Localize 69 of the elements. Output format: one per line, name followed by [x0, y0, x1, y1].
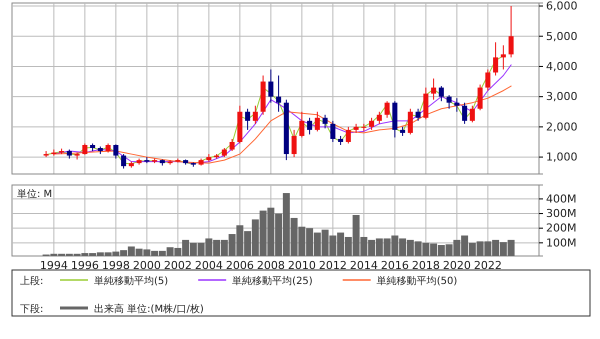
- candlestick: [268, 68, 274, 104]
- x-tick-label: 1996: [70, 258, 99, 272]
- candlestick: [322, 114, 328, 129]
- y-tick-label: 4,000: [546, 60, 578, 73]
- candlestick: [470, 105, 475, 123]
- candlestick: [307, 117, 312, 135]
- x-tick-label: 2004: [194, 258, 223, 272]
- candlestick: [299, 111, 304, 138]
- y-tick-label: 6,000: [546, 0, 578, 13]
- candlestick: [314, 111, 320, 132]
- candlestick: [338, 135, 344, 146]
- candlestick: [346, 126, 351, 144]
- candlestick: [276, 75, 282, 112]
- candlestick: [376, 111, 382, 124]
- candlestick: [485, 68, 490, 92]
- candlestick: [416, 108, 421, 122]
- candlestick: [66, 149, 72, 160]
- legend-title: 下段:: [20, 303, 44, 315]
- legend-label: 単純移動平均(50): [376, 275, 458, 287]
- candlestick: [454, 98, 460, 112]
- x-tick-label: 2014: [350, 258, 378, 272]
- x-tick-label: 1994: [40, 258, 68, 272]
- candlestick: [478, 84, 483, 111]
- candlestick: [121, 154, 126, 170]
- candlestick: [354, 123, 359, 134]
- x-tick-label: 2006: [226, 258, 254, 272]
- y-tick-label: 400M: [546, 192, 576, 206]
- candlestick: [446, 94, 452, 110]
- candlestick: [462, 102, 468, 124]
- y-tick-label: 3,000: [546, 90, 578, 104]
- candlestick: [369, 117, 374, 130]
- candlestick: [292, 129, 297, 158]
- annotation: 単位: M: [17, 188, 52, 200]
- y-tick-label: 100M: [546, 236, 576, 250]
- candlestick: [438, 86, 444, 102]
- x-tick-label: 1998: [102, 258, 130, 272]
- candlestick: [493, 42, 498, 76]
- x-tick-label: 2016: [380, 258, 409, 272]
- candlestick: [113, 144, 118, 160]
- candlestick: [431, 78, 436, 100]
- legend-label: 単純移動平均(5): [94, 275, 168, 287]
- x-tick-label: 2018: [412, 258, 440, 272]
- candlestick: [508, 6, 514, 58]
- candlestick: [400, 126, 406, 136]
- y-tick-label: 5,000: [546, 30, 578, 43]
- x-tick-label: 2002: [164, 258, 192, 272]
- candlestick: [330, 120, 336, 142]
- legend-label: 出来高 単位:(M株/口/枚): [94, 303, 204, 315]
- candlestick: [230, 138, 235, 152]
- candlestick: [500, 44, 506, 70]
- candlestick: [252, 105, 258, 124]
- legend-title: 上段:: [20, 275, 44, 287]
- candlestick: [222, 148, 227, 158]
- x-tick-label: 2012: [318, 258, 347, 272]
- candlestick: [245, 108, 250, 130]
- candlestick: [106, 142, 111, 154]
- legend-label: 単純移動平均(25): [232, 275, 313, 287]
- x-tick-label: 2022: [474, 258, 502, 272]
- x-tick-label: 2010: [288, 258, 316, 272]
- candlestick: [384, 100, 390, 118]
- candlestick: [82, 142, 88, 156]
- candlestick: [408, 108, 413, 135]
- x-tick-label: 2020: [442, 258, 471, 272]
- x-tick-label: 2000: [132, 258, 161, 272]
- y-tick-label: 1,000: [546, 150, 578, 164]
- y-tick-label: 200M: [546, 222, 576, 235]
- y-tick-label: 300M: [546, 207, 576, 220]
- x-tick-label: 2008: [256, 258, 285, 272]
- y-tick-label: 2,000: [546, 120, 578, 134]
